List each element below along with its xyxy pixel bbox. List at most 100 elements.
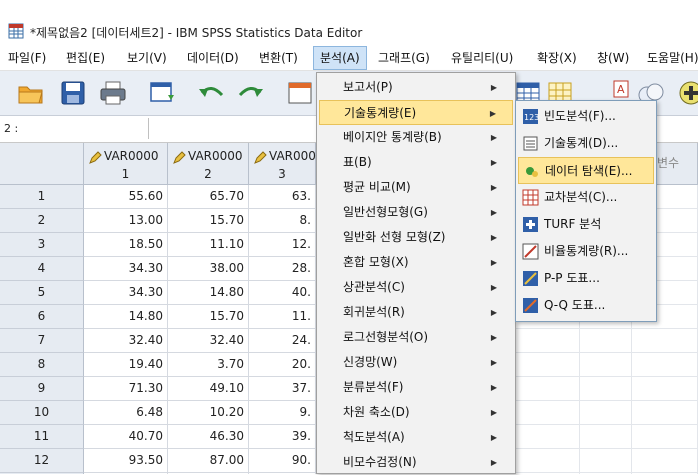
column-header[interactable]: VAR000 3 <box>249 143 316 185</box>
data-cell[interactable]: 13.00 <box>84 209 168 233</box>
circles-icon[interactable] <box>636 79 666 107</box>
empty-cell[interactable] <box>632 329 698 353</box>
analyze-menu-item-classify[interactable]: 분류분석(F) ▶ <box>319 375 513 400</box>
submenu-item-descriptives[interactable]: 기술통계(D)... <box>518 130 654 157</box>
submenu-item-crosstabs[interactable]: 교차분석(C)... <box>518 184 654 211</box>
analyze-menu-item-glm[interactable]: 일반선형모형(G) ▶ <box>319 200 513 225</box>
data-cell[interactable]: 34.30 <box>84 257 168 281</box>
menu-transform[interactable]: 변환(T) <box>259 51 298 65</box>
data-cell[interactable]: 3.70 <box>168 353 249 377</box>
row-header[interactable]: 7 <box>0 329 84 353</box>
data-cell[interactable]: 38.00 <box>168 257 249 281</box>
goto-case-icon[interactable] <box>286 79 316 107</box>
spreadsheet-icon[interactable] <box>546 79 576 107</box>
data-cell[interactable]: 11. <box>249 305 316 329</box>
data-cell[interactable]: 90. <box>249 449 316 473</box>
redo-icon[interactable] <box>236 79 266 107</box>
data-cell[interactable]: 24. <box>249 329 316 353</box>
data-cell[interactable]: 55.60 <box>84 185 168 209</box>
submenu-item-explore[interactable]: 데이터 탐색(E)... <box>518 157 654 184</box>
data-cell[interactable]: 71.30 <box>84 377 168 401</box>
empty-cell[interactable] <box>632 401 698 425</box>
empty-cell[interactable] <box>632 425 698 449</box>
data-cell[interactable]: 46.30 <box>168 425 249 449</box>
data-cell[interactable]: 87.00 <box>168 449 249 473</box>
data-cell[interactable]: 14.80 <box>168 281 249 305</box>
menu-help[interactable]: 도움말(H) <box>647 51 698 65</box>
print-icon[interactable] <box>98 79 128 107</box>
menu-file[interactable]: 파일(F) <box>8 51 47 65</box>
data-cell[interactable]: 49.10 <box>168 377 249 401</box>
menu-extensions[interactable]: 확장(X) <box>537 51 577 65</box>
submenu-item-turf[interactable]: TURF 분석 <box>518 211 654 238</box>
empty-cell[interactable] <box>514 449 580 473</box>
analyze-menu-item-dimension[interactable]: 차원 축소(D) ▶ <box>319 400 513 425</box>
analyze-menu-item-gzlm[interactable]: 일반화 선형 모형(Z) ▶ <box>319 225 513 250</box>
data-cell[interactable]: 65.70 <box>168 185 249 209</box>
data-cell[interactable]: 9. <box>249 401 316 425</box>
menu-analyze[interactable]: 분석(A) <box>313 46 367 70</box>
empty-cell[interactable] <box>580 353 632 377</box>
data-cell[interactable]: 93.50 <box>84 449 168 473</box>
data-cell[interactable]: 12. <box>249 233 316 257</box>
data-cell[interactable]: 15.70 <box>168 305 249 329</box>
empty-cell[interactable] <box>632 353 698 377</box>
row-header[interactable]: 12 <box>0 449 84 473</box>
row-header[interactable]: 2 <box>0 209 84 233</box>
row-header[interactable]: 5 <box>0 281 84 305</box>
column-header[interactable]: VAR0000 1 <box>84 143 168 185</box>
menu-window[interactable]: 창(W) <box>597 51 630 65</box>
data-cell[interactable]: 14.80 <box>84 305 168 329</box>
analyze-menu-item-scale[interactable]: 척도분석(A) ▶ <box>319 425 513 450</box>
data-cell[interactable]: 32.40 <box>84 329 168 353</box>
menu-data[interactable]: 데이터(D) <box>187 51 239 65</box>
analyze-menu-item-loglinear[interactable]: 로그선형분석(O) ▶ <box>319 325 513 350</box>
data-cell[interactable]: 40. <box>249 281 316 305</box>
menu-utilities[interactable]: 유틸리티(U) <box>451 51 514 65</box>
row-header[interactable]: 9 <box>0 377 84 401</box>
open-folder-icon[interactable] <box>16 79 46 107</box>
data-cell[interactable]: 19.40 <box>84 353 168 377</box>
empty-cell[interactable] <box>632 377 698 401</box>
row-header[interactable]: 6 <box>0 305 84 329</box>
submenu-item-qq[interactable]: Q-Q 도표... <box>518 292 654 319</box>
row-header[interactable]: 11 <box>0 425 84 449</box>
data-cell[interactable]: 6.48 <box>84 401 168 425</box>
cell-value-field[interactable] <box>148 118 698 139</box>
empty-cell[interactable] <box>580 401 632 425</box>
analyze-menu-item-reports[interactable]: 보고서(P) ▶ <box>319 75 513 100</box>
analyze-menu-item-regression[interactable]: 회귀분석(R) ▶ <box>319 300 513 325</box>
grid-corner[interactable] <box>0 143 84 185</box>
empty-cell[interactable] <box>580 449 632 473</box>
analyze-menu-item-compare-means[interactable]: 평균 비교(M) ▶ <box>319 175 513 200</box>
data-cell[interactable]: 63. <box>249 185 316 209</box>
data-cell[interactable]: 39. <box>249 425 316 449</box>
dialog-recall-icon[interactable] <box>148 79 178 107</box>
submenu-item-pp[interactable]: P-P 도표... <box>518 265 654 292</box>
data-cell[interactable]: 15.70 <box>168 209 249 233</box>
data-cell[interactable]: 20. <box>249 353 316 377</box>
analyze-menu-item-tables[interactable]: 표(B) ▶ <box>319 150 513 175</box>
analyze-menu-item-bayesian[interactable]: 베이지안 통계량(B) ▶ <box>319 125 513 150</box>
data-cell[interactable]: 32.40 <box>168 329 249 353</box>
data-cell[interactable]: 40.70 <box>84 425 168 449</box>
submenu-item-ratio[interactable]: 비율통계량(R)... <box>518 238 654 265</box>
analyze-menu-item-nonparam[interactable]: 비모수검정(N) ▶ <box>319 450 513 475</box>
data-cell[interactable]: 28. <box>249 257 316 281</box>
empty-cell[interactable] <box>632 449 698 473</box>
add-icon[interactable] <box>676 79 698 107</box>
empty-cell[interactable] <box>514 329 580 353</box>
row-header[interactable]: 4 <box>0 257 84 281</box>
empty-cell[interactable] <box>514 401 580 425</box>
row-header[interactable]: 10 <box>0 401 84 425</box>
empty-cell[interactable] <box>580 329 632 353</box>
data-cell[interactable]: 10.20 <box>168 401 249 425</box>
data-cell[interactable]: 11.10 <box>168 233 249 257</box>
menu-graphs[interactable]: 그래프(G) <box>378 51 430 65</box>
analyze-menu-item-descriptive[interactable]: 기술통계량(E) ▶ <box>319 100 513 125</box>
analyze-menu-item-mixed[interactable]: 혼합 모형(X) ▶ <box>319 250 513 275</box>
empty-cell[interactable] <box>514 425 580 449</box>
analyze-menu-item-correlate[interactable]: 상관분석(C) ▶ <box>319 275 513 300</box>
undo-icon[interactable] <box>196 79 226 107</box>
save-icon[interactable] <box>58 79 88 107</box>
